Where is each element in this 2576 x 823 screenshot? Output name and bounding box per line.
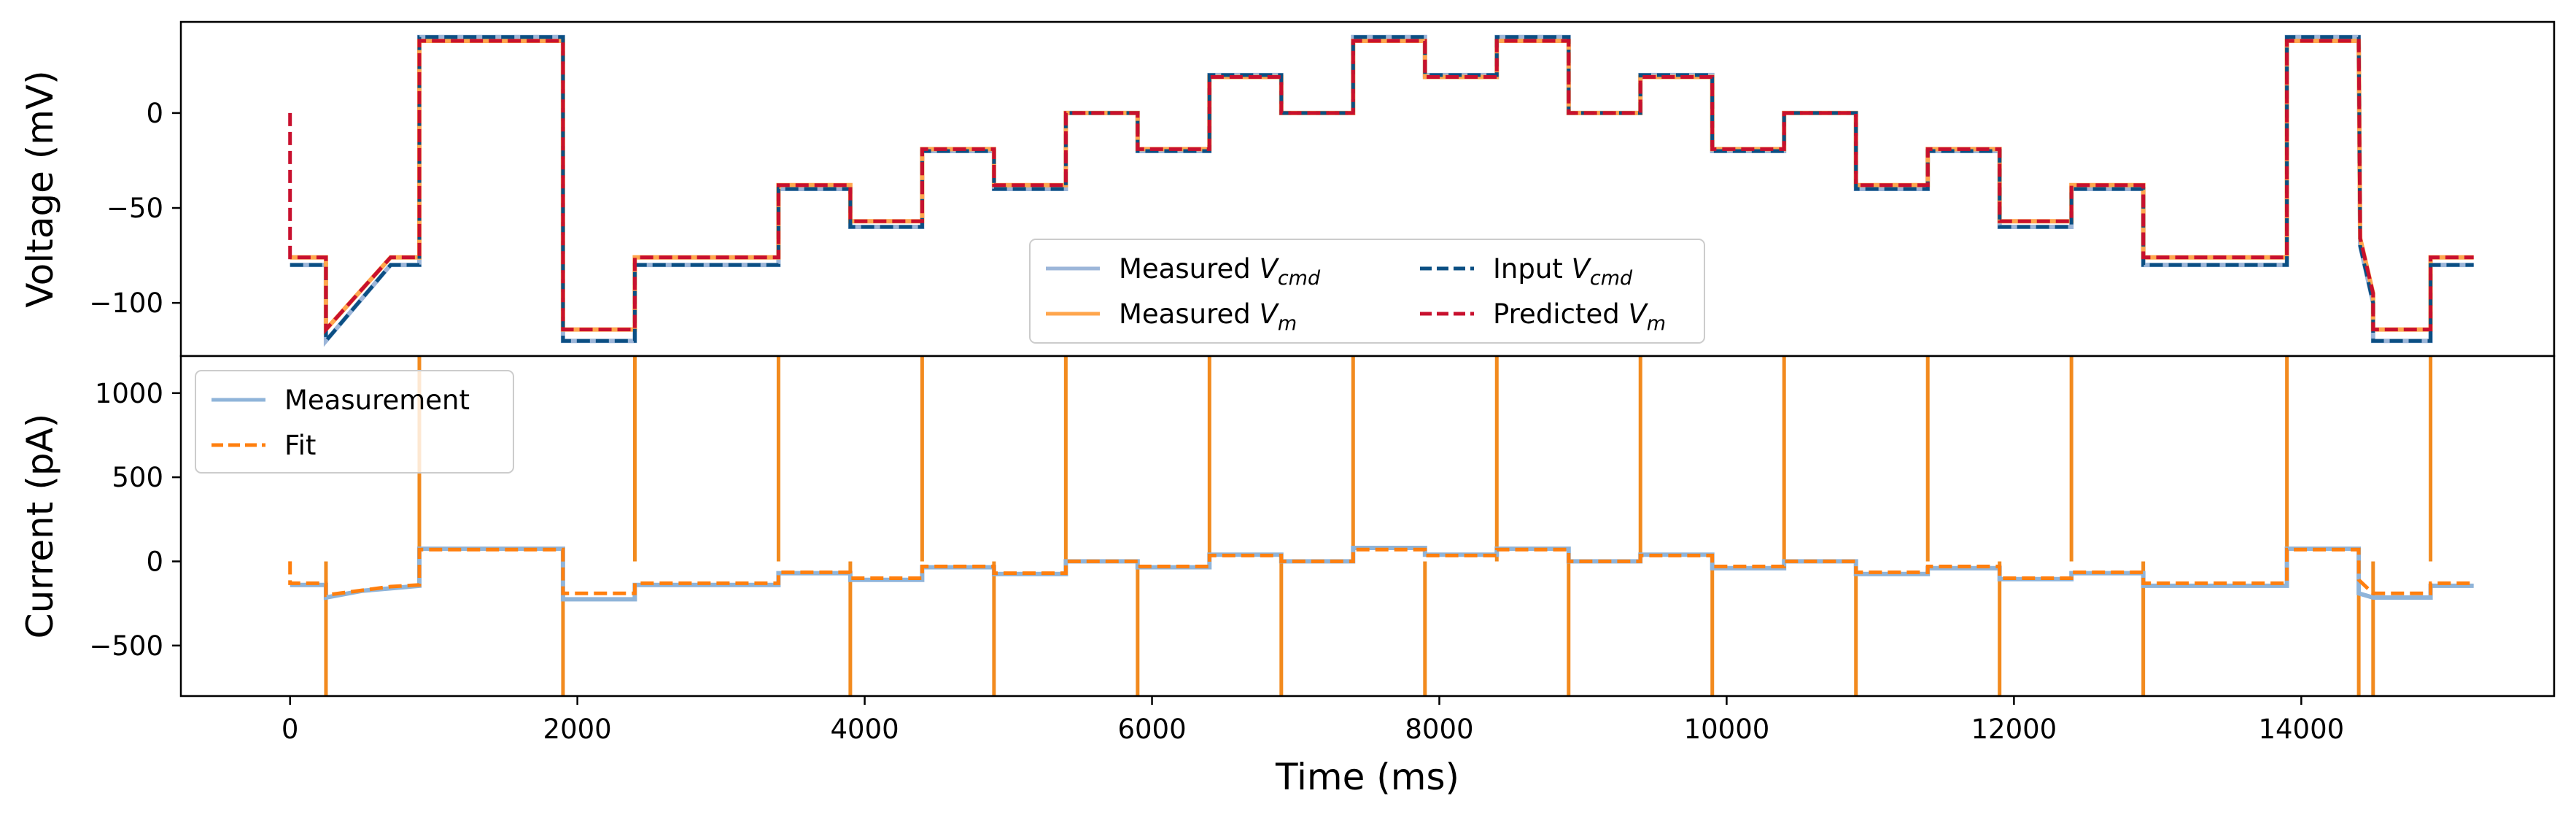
current-y-tick-label: 1000 xyxy=(95,378,163,409)
legend-label-text: Input xyxy=(1493,253,1572,285)
voltage-legend-label: Predicted Vm xyxy=(1493,298,1666,335)
current-panel: 1000 500 0 −500 0 2000 4000 6000 8000 10000 12000… xyxy=(19,355,2556,798)
time-x-tick-label: 14000 xyxy=(2258,714,2344,745)
legend-label-text: Fit xyxy=(284,430,316,461)
voltage-series-group xyxy=(288,34,2474,347)
voltage-panel: 0−50−100 Voltage (mV) Measured VcmdMeasu… xyxy=(19,20,2556,358)
legend-label-variable: V xyxy=(1628,298,1648,330)
legend-label-variable: V xyxy=(1572,253,1592,285)
voltage-series-line-1 xyxy=(290,39,2474,336)
legend-label-subscript: m xyxy=(1647,312,1666,335)
time-x-tick-label: 12000 xyxy=(1971,714,2057,745)
current-y-axis-title: Current (pA) xyxy=(19,414,61,639)
voltage-y-tick-label: −100 xyxy=(89,287,163,319)
time-x-tick-label: 4000 xyxy=(831,714,899,745)
current-y-ticks: 1000 500 0 −500 xyxy=(89,378,181,662)
voltage-y-axis-title: Voltage (mV) xyxy=(19,70,61,307)
legend-label-subscript: cmd xyxy=(1278,267,1321,290)
current-series-line-1 xyxy=(288,547,2474,598)
voltage-y-tick-label: −50 xyxy=(106,193,163,224)
time-x-axis-title: Time (ms) xyxy=(1275,756,1459,798)
legend-label-text: Measurement xyxy=(284,385,470,416)
voltage-legend-label: Measured Vm xyxy=(1119,298,1297,335)
time-x-tick-label: 0 xyxy=(282,714,299,745)
legend-label-subscript: m xyxy=(1278,312,1297,335)
voltage-y-tick-label: 0 xyxy=(146,98,163,129)
current-y-tick-label: −500 xyxy=(89,630,163,662)
voltage-series-line-3 xyxy=(288,39,2474,335)
time-x-tick-label: 10000 xyxy=(1684,714,1770,745)
current-series-group xyxy=(288,356,2474,696)
legend-label-text: Measured xyxy=(1119,298,1260,330)
voltage-series-line-2 xyxy=(290,35,2474,346)
current-plot-area xyxy=(181,356,2554,696)
legend-label-text: Measured xyxy=(1119,253,1260,285)
current-legend-label: Measurement xyxy=(284,385,470,416)
voltage-y-ticks: 0 −50 −100 xyxy=(89,98,181,319)
current-legend: Measurement Fit xyxy=(195,370,514,474)
current-y-tick-label: 0 xyxy=(146,546,163,577)
legend-label-text: Predicted xyxy=(1493,298,1628,330)
time-x-tick-label: 2000 xyxy=(543,714,612,745)
legend-label-variable: V xyxy=(1260,253,1280,285)
time-x-tick-label: 8000 xyxy=(1405,714,1473,745)
time-x-ticks: 0 2000 4000 6000 8000 10000 12000 14000 xyxy=(282,696,2344,745)
current-legend-box xyxy=(195,370,514,474)
voltage-legend-label: Input Vcmd xyxy=(1493,253,1633,290)
time-x-tick-label: 6000 xyxy=(1117,714,1186,745)
current-axes-frame xyxy=(179,355,2556,698)
voltage-legend-label: Measured Vcmd xyxy=(1119,253,1321,290)
legend-label-subscript: cmd xyxy=(1590,267,1633,290)
legend-label-variable: V xyxy=(1260,298,1280,330)
current-legend-label: Fit xyxy=(284,430,316,461)
current-y-tick-label: 500 xyxy=(112,462,163,493)
voltage-legend-box xyxy=(1029,239,1705,344)
